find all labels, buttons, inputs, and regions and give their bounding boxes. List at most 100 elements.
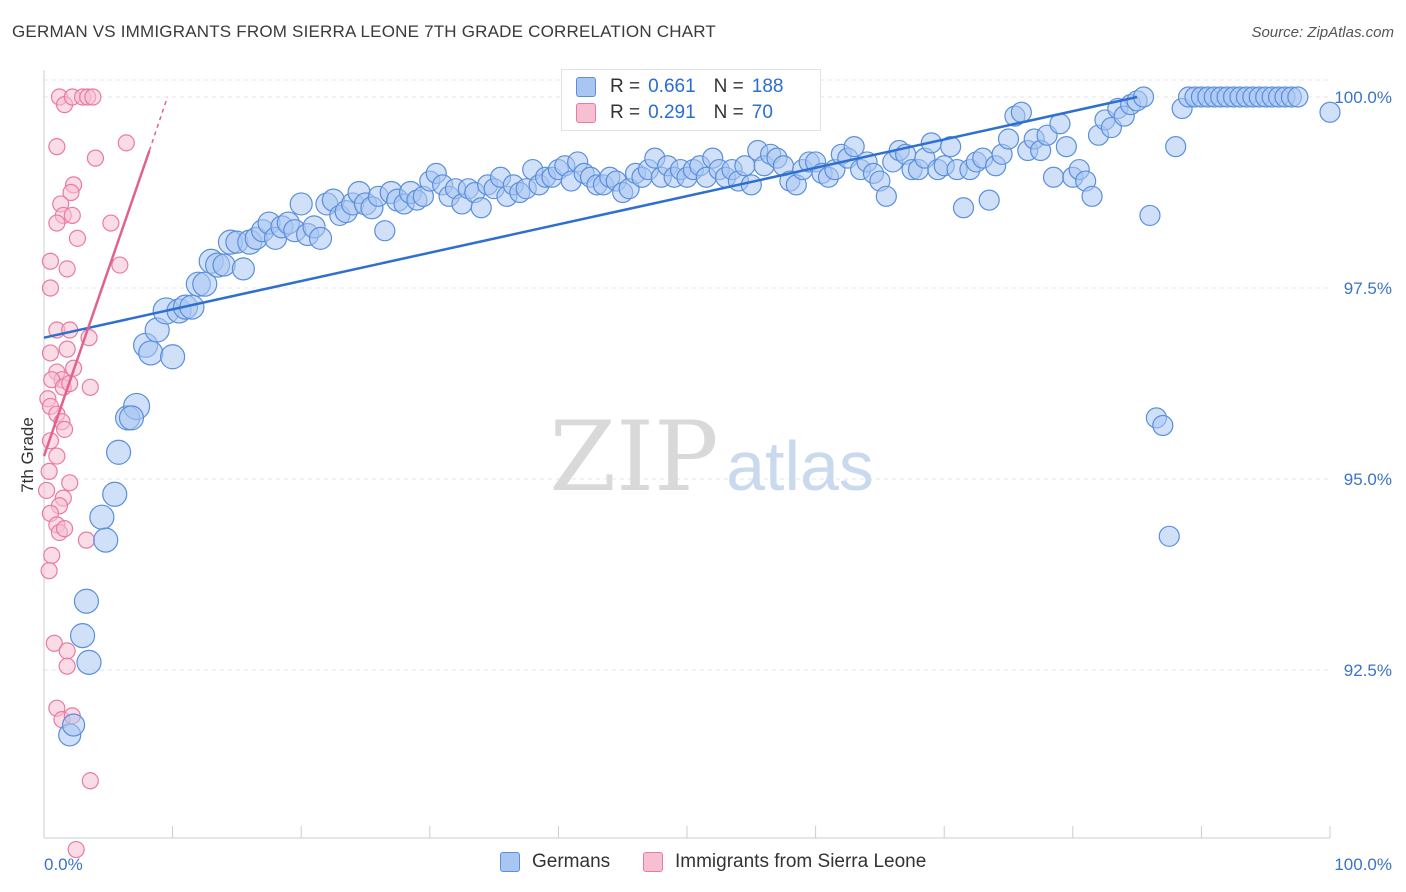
germans-point-4 [73,588,100,614]
x-tick-label-0: 0.0% [44,855,83,874]
sierra-leone-point-59 [67,840,85,859]
germans-point-170 [1152,414,1174,437]
sierra-leone-point-13 [48,214,66,232]
legend-label-germans: Germans [532,851,611,872]
sierra-leone-point-41 [61,474,79,492]
sierra-leone-point-53 [58,642,76,660]
germans-point-143 [978,189,1000,211]
germans-point-155 [1055,136,1077,158]
germans-point-127 [875,185,897,207]
germans-point-13 [138,340,164,366]
germans-point-172 [1165,136,1187,158]
germans-point-139 [952,197,975,219]
legend-row-sierra-leone: R = 0.291 N = 70 [576,101,773,125]
germans-point-159 [1081,185,1103,207]
legend-r-label: R = [610,102,641,123]
germans-point-122 [843,136,865,158]
germans-point-39 [308,226,333,250]
germans-point-27 [231,257,255,281]
legend-item-sierra-leone[interactable]: Immigrants from Sierra Leone [643,851,926,873]
sierra-leone-point-5 [84,88,102,106]
y-tick-label-0: 100.0% [1334,88,1392,107]
germans-point-1 [61,713,86,737]
legend-n-value: 70 [751,102,773,123]
germans-point-24 [212,253,236,277]
germans-point-153 [1042,166,1065,188]
stats-legend: R = 0.661 N = 188 R = 0.291 N = 70 [561,69,821,131]
sierra-leone-point-32 [81,378,99,396]
germans-point-146 [997,128,1020,150]
sierra-leone-point-51 [40,562,58,580]
legend-label-sierra-leone: Immigrants from Sierra Leone [675,851,927,872]
germans-point-168 [1139,204,1161,227]
germans-point-7 [102,481,128,507]
legend-swatch-pink [576,103,596,123]
sierra-leone-point-6 [48,138,66,156]
legend-row-germans: R = 0.661 N = 188 [576,75,783,99]
germans-point-8 [105,439,132,465]
germans-point-6 [93,527,119,553]
germans-point-192 [1319,101,1341,123]
tick-labels: 100.0% 97.5% 95.0% 92.5% 0.0% 100.0% [44,88,1392,874]
sierra-leone-point-18 [58,260,76,278]
germans-point-16 [160,344,186,370]
germans-trend-line [43,95,1138,339]
sierra-leone-point-20 [41,279,60,297]
germans-point-191 [1287,86,1309,108]
germans-point-2 [69,623,96,649]
sierra-leone-point-16 [68,229,87,247]
legend-r-value: 0.291 [648,102,696,123]
legend-r-label: R = [610,76,641,97]
trend-lines [42,95,1138,457]
sierra-leone-point-40 [40,462,58,480]
legend-n-label: N = [713,76,744,97]
legend-n-label: N = [713,102,744,123]
y-tick-label-2: 95.0% [1344,470,1392,489]
sierra-leone-point-19 [111,256,129,274]
sierra-leone-trend-line [42,150,151,457]
sierra-leone-point-52 [45,634,63,652]
sierra-leone-point-58 [81,772,99,790]
watermark-atlas: atlas [726,427,874,505]
germans-point-49 [374,220,396,242]
sierra-leone-point-24 [58,340,76,358]
y-axis-label: 7th Grade [18,417,37,493]
germans-points [58,86,1341,747]
germans-point-5 [89,504,115,530]
germans-point-106 [740,174,762,196]
sierra-leone-point-15 [102,214,120,232]
sierra-leone-point-25 [41,344,60,362]
sierra-leone-point-10 [62,183,80,202]
watermark-zip: ZIP [549,401,718,513]
legend-swatch-blue [500,852,520,872]
sierra-leone-point-54 [58,657,76,675]
sierra-leone-point-8 [117,134,135,152]
germans-point-36 [289,192,313,216]
sierra-leone-point-14 [63,206,81,225]
sierra-leone-point-50 [43,546,61,565]
sierra-leone-point-37 [55,420,74,438]
chart-title: GERMAN VS IMMIGRANTS FROM SIERRA LEONE 7… [12,22,716,41]
sierra-leone-trend-extension [148,96,169,151]
sierra-leone-point-17 [41,252,60,270]
sierra-leone-point-39 [48,447,66,465]
sierra-leone-point-48 [55,520,74,538]
germans-point-3 [76,649,102,675]
y-tick-label-3: 92.5% [1344,661,1392,680]
germans-point-64 [470,197,492,219]
germans-point-21 [192,271,218,297]
legend-n-value: 188 [751,76,784,97]
germans-point-137 [940,136,962,158]
y-tick-label-1: 97.5% [1344,279,1392,298]
sierra-leone-point-7 [86,149,105,167]
germans-point-171 [1158,525,1180,547]
watermark: ZIP atlas [549,401,874,513]
sierra-leone-point-49 [77,531,96,549]
legend-swatch-blue [576,77,596,97]
sierra-leone-points [37,88,135,859]
legend-r-value: 0.661 [648,76,696,97]
source-credit: Source: ZipAtlas.com [1251,24,1394,41]
legend-item-germans[interactable]: Germans [500,851,610,873]
germans-point-11 [118,405,145,431]
